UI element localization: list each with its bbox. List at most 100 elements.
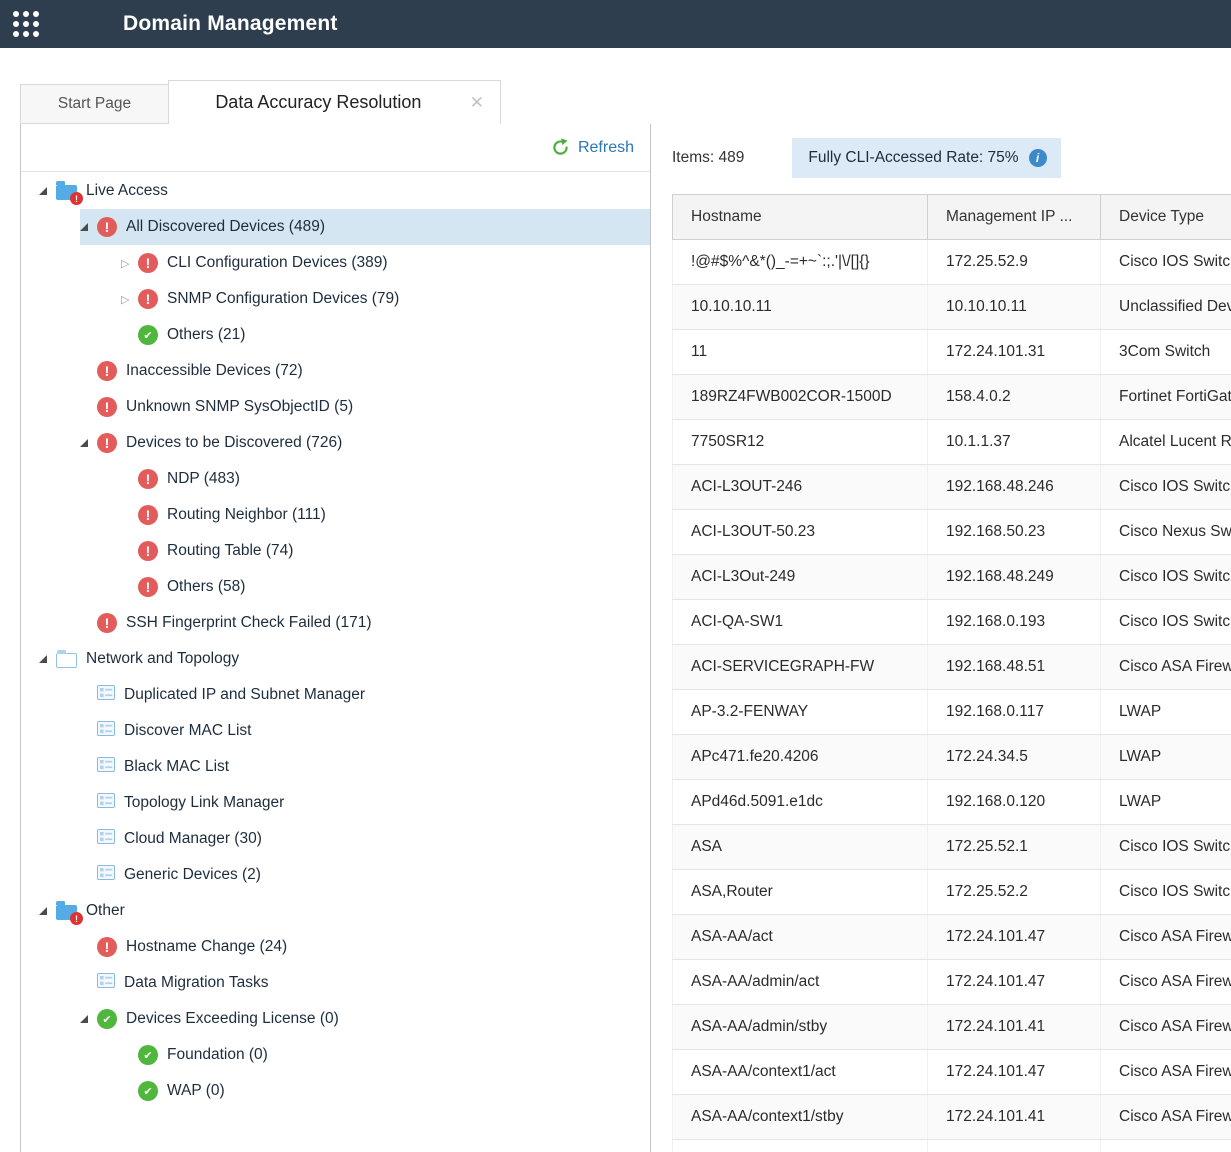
management-ip-cell: 172.24.101.31	[927, 329, 1101, 375]
close-icon[interactable]: ✕	[469, 93, 484, 112]
tree-node-inner: ✔ Devices Exceeding License (0)	[80, 1001, 650, 1037]
tree-indent	[21, 677, 80, 713]
tab-data-accuracy-resolution[interactable]: Data Accuracy Resolution ✕	[168, 80, 501, 124]
table-row[interactable]: ACI-QA-SW1 192.168.0.193 Cisco IOS Switch	[672, 599, 1231, 645]
table-row[interactable]: ASA-AA/admin/stby 172.24.101.41 Cisco ASA …	[672, 1004, 1231, 1050]
success-check-icon: ✔	[138, 1081, 158, 1101]
table-row[interactable]: ACI-L3Out-249 192.168.48.249 Cisco IOS Swi…	[672, 554, 1231, 600]
tree-node-inner: Discover MAC List	[80, 713, 650, 749]
error-icon: !	[138, 541, 158, 561]
table-row[interactable]: !@#$%^&*()_-=+~`:;.'|\/[]{} 172.25.52.9 Ci…	[672, 239, 1231, 285]
tree-node[interactable]: ! Inaccessible Devices (72)	[21, 353, 650, 389]
tree-node[interactable]: ✔ WAP (0)	[21, 1073, 650, 1109]
tree-node[interactable]: ! Live Access	[21, 173, 650, 209]
table-row[interactable]: ASA-AA/context1/act 172.24.101.47 Cisco AS…	[672, 1049, 1231, 1095]
management-ip-cell: 158.4.0.2	[927, 374, 1101, 420]
list-icon	[97, 829, 115, 849]
device-type-cell: Cisco IOS Switch	[1100, 599, 1231, 645]
column-header-management-ip[interactable]: Management IP ...	[927, 194, 1101, 240]
tree-node-label: Data Migration Tasks	[124, 974, 269, 991]
tree-node[interactable]: ! Routing Table (74)	[21, 533, 650, 569]
column-header-hostname[interactable]: Hostname	[672, 194, 928, 240]
hostname-cell: 11	[672, 329, 928, 375]
cli-accessed-rate-badge: Fully CLI-Accessed Rate: 75% i	[792, 138, 1061, 178]
collapse-arrow-icon[interactable]	[39, 187, 56, 195]
tree-node[interactable]: Generic Devices (2)	[21, 857, 650, 893]
table-row[interactable]: 189RZ4FWB002COR-1500D 158.4.0.2 Fortinet F…	[672, 374, 1231, 420]
tree-node-label: Generic Devices (2)	[124, 866, 261, 883]
tree-node[interactable]: ! Others (58)	[21, 569, 650, 605]
table-row[interactable]: ASA-AA/admin/act 172.24.101.47 Cisco ASA F…	[672, 959, 1231, 1005]
app-grid-menu-icon[interactable]	[13, 11, 39, 37]
expand-arrow-icon[interactable]: ▷	[121, 293, 130, 306]
table-row[interactable]: ASA-AA/context1/stby 172.24.101.41 Cisco A…	[672, 1094, 1231, 1140]
expand-arrow-icon[interactable]: ▷	[121, 257, 130, 270]
tree-node-inner: ! Other	[39, 893, 650, 929]
success-check-icon: ✔	[97, 1009, 117, 1029]
column-header-device-type[interactable]: Device Type	[1100, 194, 1231, 240]
hostname-cell: APd46d.5091.e1dc	[672, 779, 928, 825]
collapse-arrow-icon[interactable]	[39, 907, 56, 915]
tree-node[interactable]: ! Devices to be Discovered (726)	[21, 425, 650, 461]
tree-node[interactable]: Network and Topology	[21, 641, 650, 677]
device-type-cell: Cisco ASA Firewall	[1100, 959, 1231, 1005]
table-row[interactable]: ACI-L3OUT-246 192.168.48.246 Cisco IOS Swi…	[672, 464, 1231, 510]
management-ip-cell: 192.168.0.117	[927, 689, 1101, 735]
page-title: Domain Management	[123, 12, 338, 35]
table-row[interactable]: ACI-L3OUT-50.23 192.168.50.23 Cisco Nexus …	[672, 509, 1231, 555]
collapse-arrow-icon[interactable]	[80, 223, 97, 231]
hostname-cell: ACI-L3Out-249	[672, 554, 928, 600]
tab-label: Start Page	[57, 95, 132, 112]
refresh-button[interactable]: Refresh	[551, 138, 634, 157]
table-row[interactable]: AP-3.2-FENWAY 192.168.0.117 LWAP	[672, 689, 1231, 735]
tree-node[interactable]: Topology Link Manager	[21, 785, 650, 821]
tree-node[interactable]: ! All Discovered Devices (489)	[21, 209, 650, 245]
tree-node[interactable]: Data Migration Tasks	[21, 965, 650, 1001]
error-icon: !	[97, 361, 117, 381]
table-row[interactable]: APd46d.5091.e1dc 192.168.0.120 LWAP	[672, 779, 1231, 825]
hostname-cell: ASA-AA/act	[672, 914, 928, 960]
tree-node[interactable]: ! Unknown SNMP SysObjectID (5)	[21, 389, 650, 425]
tree-node[interactable]: ✔ Others (21)	[21, 317, 650, 353]
tree-node[interactable]: ! Routing Neighbor (111)	[21, 497, 650, 533]
tree-node[interactable]: ! Other	[21, 893, 650, 929]
tree-indent	[21, 245, 121, 281]
tree-node[interactable]: Cloud Manager (30)	[21, 821, 650, 857]
tree-node[interactable]: Duplicated IP and Subnet Manager	[21, 677, 650, 713]
tree-node-inner: ! NDP (483)	[121, 461, 650, 497]
collapse-arrow-icon[interactable]	[80, 1015, 97, 1023]
tab-start-page[interactable]: Start Page	[20, 84, 169, 124]
table-row[interactable]: APc471.fe20.4206 172.24.34.5 LWAP	[672, 734, 1231, 780]
tree-node[interactable]: ▷! CLI Configuration Devices (389)	[21, 245, 650, 281]
tree-node[interactable]: Black MAC List	[21, 749, 650, 785]
table-row[interactable]: ASA,Router 172.25.52.2 Cisco IOS Switch	[672, 869, 1231, 915]
info-icon[interactable]: i	[1028, 149, 1047, 167]
tree-node[interactable]: ▷! SNMP Configuration Devices (79)	[21, 281, 650, 317]
table-row[interactable]: ACI-SERVICEGRAPH-FW 192.168.48.51 Cisco AS…	[672, 644, 1231, 690]
management-ip-cell: 172.24.101.47	[927, 914, 1101, 960]
collapse-arrow-icon[interactable]	[80, 439, 97, 447]
collapse-arrow-icon[interactable]	[39, 655, 56, 663]
tree-node[interactable]: ! SSH Fingerprint Check Failed (171)	[21, 605, 650, 641]
tree-node-inner: ! Unknown SNMP SysObjectID (5)	[80, 389, 650, 425]
tree-node[interactable]: ! Hostname Change (24)	[21, 929, 650, 965]
management-ip-cell: 10.1.1.37	[927, 419, 1101, 465]
hostname-cell: !@#$%^&*()_-=+~`:;.'|\/[]{}	[672, 239, 928, 285]
hostname-cell: ASA	[672, 824, 928, 870]
management-ip-cell: 172.24.101.47	[927, 959, 1101, 1005]
table-row[interactable]: ASA 172.25.52.1 Cisco IOS Switch	[672, 824, 1231, 870]
management-ip-cell: 10.10.10.11	[927, 284, 1101, 330]
tree-node[interactable]: ✔ Devices Exceeding License (0)	[21, 1001, 650, 1037]
table-row[interactable]: 11 172.24.101.31 3Com Switch	[672, 329, 1231, 375]
app-header: Domain Management	[0, 0, 1231, 48]
device-type-cell: Cisco IOS Switch	[1100, 824, 1231, 870]
tree-node[interactable]: Discover MAC List	[21, 713, 650, 749]
tree-node[interactable]: ✔ Foundation (0)	[21, 1037, 650, 1073]
tree-node-inner: Black MAC List	[80, 749, 650, 785]
tree-node[interactable]: ! NDP (483)	[21, 461, 650, 497]
folder-alert-icon: !	[56, 901, 83, 925]
device-type-cell: Cisco ASA Firewall	[1100, 1004, 1231, 1050]
